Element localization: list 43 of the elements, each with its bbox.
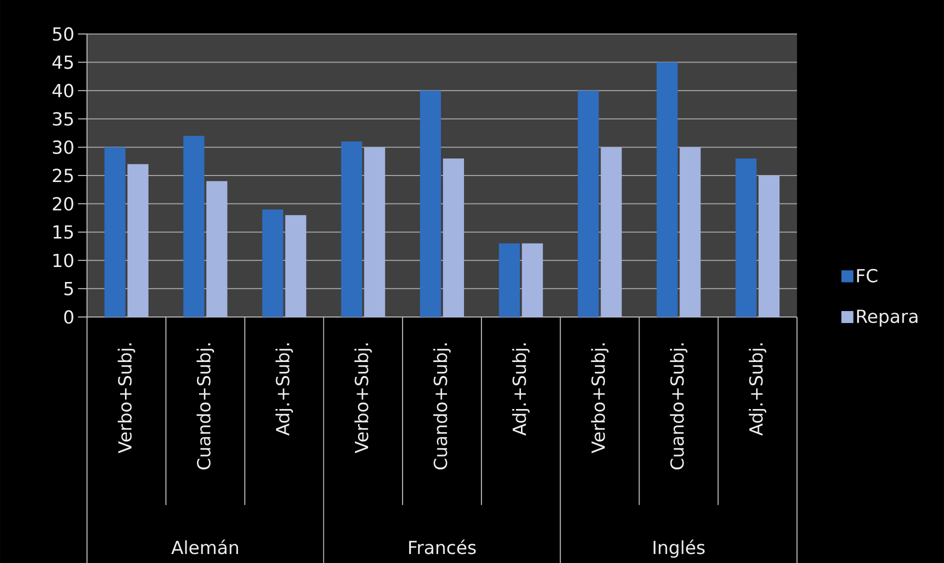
legend-label: Repara: [857, 309, 918, 326]
bar: [341, 141, 362, 317]
bar: [656, 62, 678, 317]
y-tick-label: 35: [52, 112, 73, 126]
y-tick-label: 5: [64, 282, 73, 296]
y-tick-label: 0: [64, 310, 74, 324]
x-tick-label: Adj.+Subj.: [276, 343, 293, 436]
y-tick-label: 25: [52, 168, 73, 182]
bar: [183, 136, 204, 317]
x-tick-label: Verbo+Subj.: [118, 343, 136, 454]
bar: [262, 209, 284, 317]
x-tick-label: Cuando+Subj.: [196, 343, 214, 470]
bar: [578, 90, 599, 317]
x-tick-label: Verbo+Subj.: [591, 343, 608, 454]
y-tick-label: 10: [54, 253, 74, 267]
legend-label: FC: [857, 268, 878, 282]
x-tick-label: Verbo+Subj.: [354, 343, 372, 454]
text: Inglés: [654, 539, 705, 558]
bar: [285, 214, 306, 317]
bar: [758, 175, 780, 317]
bar: [127, 164, 148, 317]
bar: [522, 243, 543, 317]
bar: [364, 146, 386, 317]
x-tick-label: Adj.+Subj.: [512, 343, 530, 436]
x-tick-label: Adj.+Subj.: [748, 343, 766, 436]
bar: [736, 158, 757, 317]
bar: [600, 146, 622, 317]
bar: [680, 146, 701, 317]
text: Francés: [409, 539, 476, 554]
text: Alemán: [171, 539, 238, 554]
y-tick-label: 50: [52, 26, 74, 41]
y-tick-label: 40: [52, 84, 74, 98]
bar: [206, 180, 228, 317]
bar: [104, 146, 126, 317]
y-tick-label: 20: [52, 196, 74, 210]
y-tick-label: 15: [54, 225, 73, 239]
x-tick-label: Cuando+Subj.: [670, 343, 688, 470]
bar: [498, 243, 520, 317]
y-tick-label: 45: [52, 55, 73, 69]
bar: [443, 158, 464, 317]
y-tick-label: 30: [52, 140, 74, 154]
bar: [420, 90, 442, 317]
x-tick-label: Cuando+Subj.: [433, 343, 451, 470]
